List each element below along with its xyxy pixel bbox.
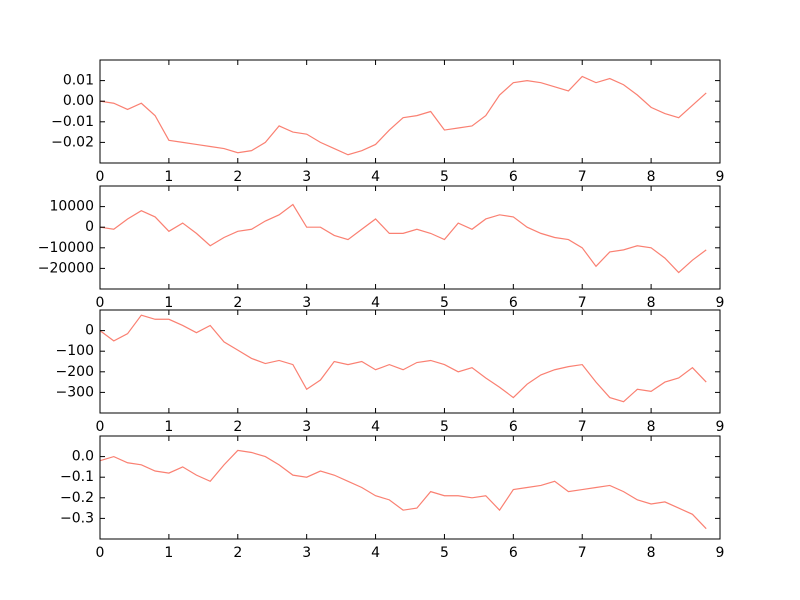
x-tick-label: 8 [647, 295, 656, 311]
y-tick-label: 0.00 [63, 93, 94, 109]
x-tick-label: 8 [647, 545, 656, 561]
x-tick-label: 7 [578, 295, 587, 311]
x-tick-label: 1 [164, 169, 173, 185]
axes-frame [99, 435, 721, 540]
x-tick-label: 0 [96, 169, 105, 185]
x-tick-label: 4 [371, 419, 380, 435]
x-tick-label: 7 [578, 169, 587, 185]
y-tick-label: −200 [56, 364, 94, 380]
x-tick-label: 0 [96, 545, 105, 561]
axes-frame [99, 185, 721, 290]
x-tick-label: 5 [440, 295, 449, 311]
x-tick-label: 2 [233, 169, 242, 185]
x-tick-label: 1 [164, 545, 173, 561]
x-tick-label: 6 [509, 295, 518, 311]
y-tick-label: 0.0 [72, 449, 94, 465]
x-tick-label: 4 [371, 295, 380, 311]
data-line [99, 203, 707, 274]
x-tick-label: 2 [233, 545, 242, 561]
y-tick-label: −0.02 [51, 134, 94, 150]
y-tick-label: −0.1 [60, 469, 94, 485]
y-tick-label: −0.3 [60, 510, 94, 526]
x-tick-label: 3 [302, 419, 311, 435]
x-tick-label: 6 [509, 419, 518, 435]
y-tick-label: 0.01 [63, 73, 94, 89]
x-tick-label: 9 [716, 419, 725, 435]
x-tick-label: 4 [371, 169, 380, 185]
x-tick-label: 7 [578, 545, 587, 561]
y-tick-label: −0.01 [51, 114, 94, 130]
data-line [99, 449, 707, 530]
axes-frame [99, 59, 721, 164]
x-tick-label: 8 [647, 169, 656, 185]
x-tick-label: 9 [716, 169, 725, 185]
x-tick-label: 3 [302, 545, 311, 561]
data-line [99, 314, 707, 403]
y-tick-label: −0.2 [60, 490, 94, 506]
data-line [99, 75, 707, 156]
x-tick-label: 2 [233, 295, 242, 311]
x-tick-label: 3 [302, 295, 311, 311]
y-tick-label: −10000 [38, 240, 94, 256]
x-tick-label: 6 [509, 545, 518, 561]
x-tick-label: 4 [371, 545, 380, 561]
x-tick-label: 0 [96, 295, 105, 311]
x-tick-label: 9 [716, 295, 725, 311]
x-tick-label: 3 [302, 169, 311, 185]
x-tick-label: 1 [164, 295, 173, 311]
x-tick-label: 0 [96, 419, 105, 435]
x-tick-label: 7 [578, 419, 587, 435]
x-tick-label: 8 [647, 419, 656, 435]
x-tick-label: 5 [440, 419, 449, 435]
axes-frame [99, 309, 721, 414]
y-tick-label: 0 [85, 219, 94, 235]
x-tick-label: 1 [164, 419, 173, 435]
x-tick-label: 9 [716, 545, 725, 561]
x-tick-label: 5 [440, 545, 449, 561]
y-tick-label: 0 [85, 323, 94, 339]
y-tick-label: 10000 [49, 199, 94, 215]
x-tick-label: 2 [233, 419, 242, 435]
x-tick-label: 6 [509, 169, 518, 185]
y-tick-label: −300 [56, 384, 94, 400]
x-tick-label: 5 [440, 169, 449, 185]
y-tick-label: −20000 [38, 260, 94, 276]
y-tick-label: −100 [56, 343, 94, 359]
